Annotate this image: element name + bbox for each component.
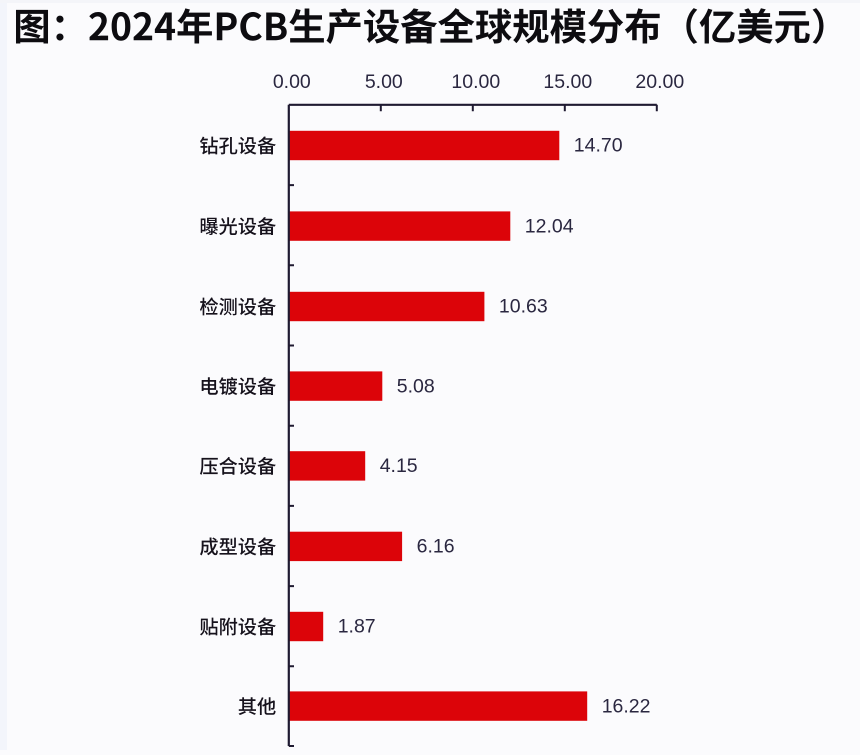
svg-text:10.00: 10.00 xyxy=(451,71,500,93)
svg-text:12.04: 12.04 xyxy=(525,215,574,237)
svg-text:5.00: 5.00 xyxy=(365,71,403,93)
svg-text:6.16: 6.16 xyxy=(417,536,455,558)
svg-text:14.70: 14.70 xyxy=(574,135,623,157)
svg-text:15.00: 15.00 xyxy=(543,71,592,93)
svg-text:10.63: 10.63 xyxy=(499,296,548,318)
svg-text:0.00: 0.00 xyxy=(273,71,311,93)
svg-text:4.15: 4.15 xyxy=(380,455,418,477)
svg-text:1.87: 1.87 xyxy=(338,616,376,638)
svg-text:20.00: 20.00 xyxy=(635,71,684,93)
svg-text:16.22: 16.22 xyxy=(602,695,651,717)
svg-text:5.08: 5.08 xyxy=(397,375,435,397)
